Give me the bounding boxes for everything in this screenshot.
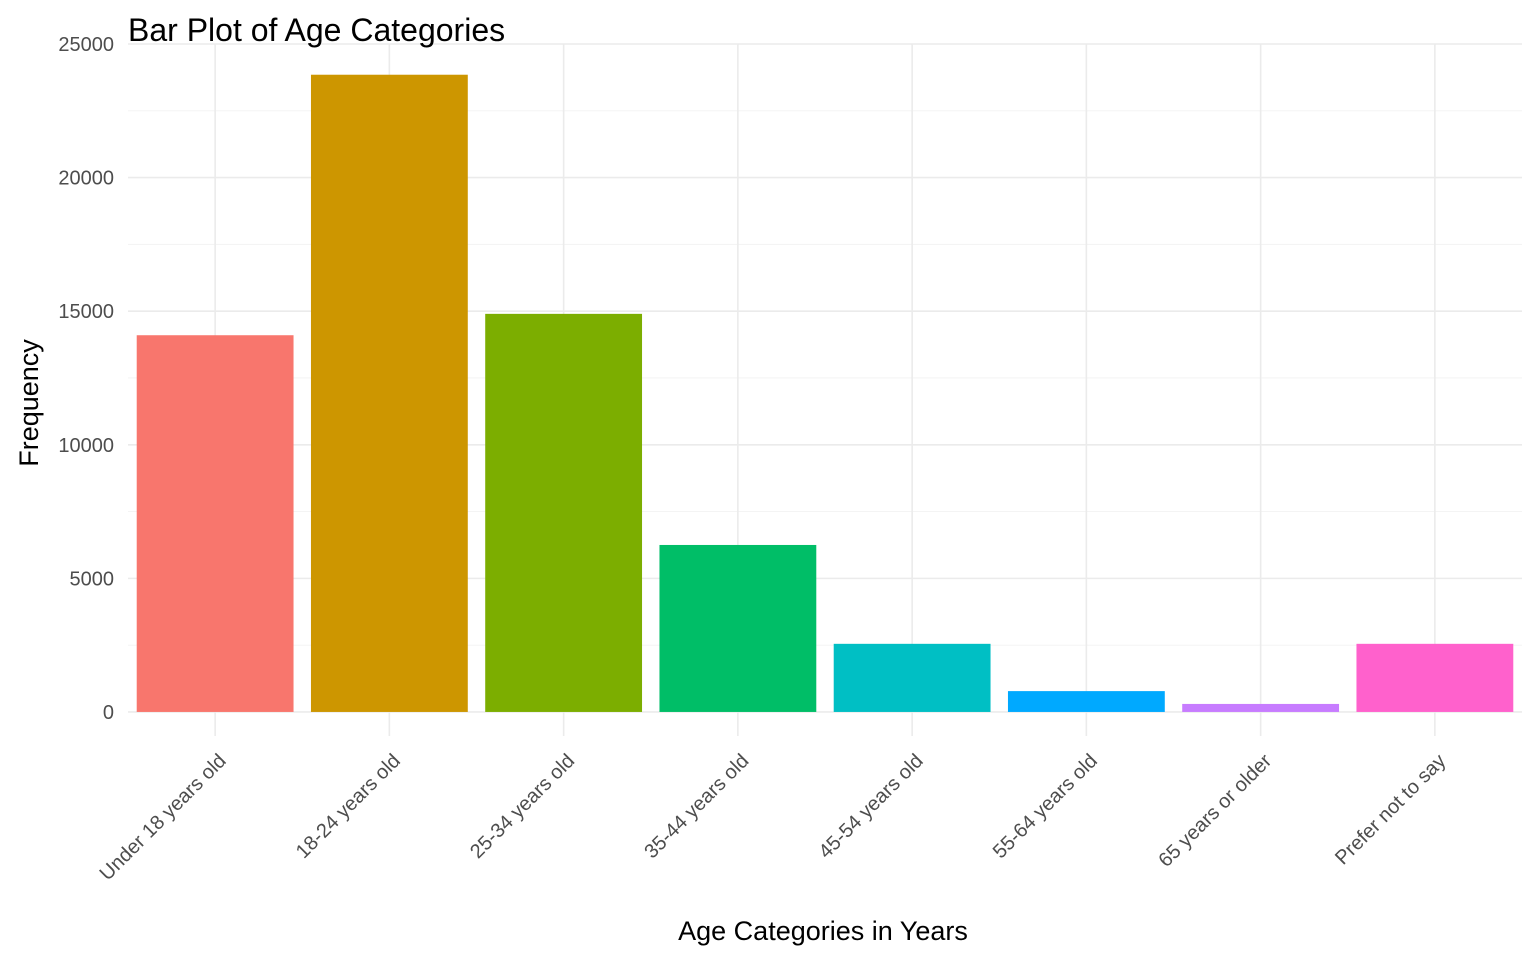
bar [1007,691,1165,712]
y-tick-label: 5000 [70,568,115,590]
x-axis-ticks: Under 18 years old 18-24 years old 25-34 y… [96,750,1451,885]
x-tick-label: 18-24 years old [292,750,405,863]
bar [659,544,817,712]
y-tick-label: 10000 [58,435,114,457]
x-tick-label: 65 years or older [1154,750,1276,872]
bar [1356,643,1514,712]
x-axis-title: Age Categories in Years [678,916,968,946]
bar [310,74,468,712]
bars [136,74,1514,712]
bar [1182,703,1340,712]
x-tick-label: 35-44 years old [640,750,753,863]
bar [833,643,991,712]
bar [136,335,294,712]
y-tick-label: 20000 [58,168,114,190]
x-tick-label: Under 18 years old [96,750,231,885]
y-axis-title: Frequency [14,339,44,467]
bar [485,313,643,712]
x-tick-label: Prefer not to say [1331,750,1450,869]
x-tick-label: 25-34 years old [466,750,579,863]
y-axis-ticks: 0 5000 10000 15000 20000 25000 [58,34,114,724]
y-tick-label: 15000 [58,301,114,323]
x-tick-label: 45-54 years old [815,750,928,863]
x-tick-label: 55-64 years old [989,750,1102,863]
y-tick-label: 25000 [58,34,114,56]
chart-title: Bar Plot of Age Categories [128,12,505,48]
y-tick-label: 0 [103,702,114,724]
